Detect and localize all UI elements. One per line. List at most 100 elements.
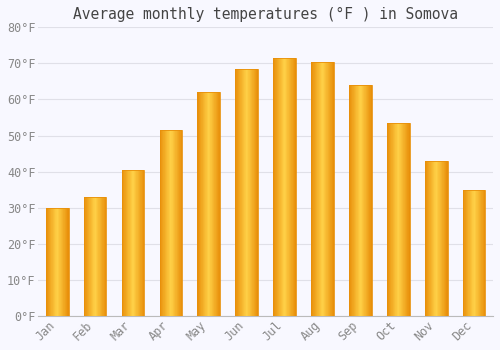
Bar [50, 208, 51, 316]
Bar [172, 130, 173, 316]
Bar [46, 208, 47, 316]
Bar [439, 161, 440, 316]
Bar [287, 58, 288, 316]
Bar [51, 208, 52, 316]
Bar [178, 130, 179, 316]
Bar [88, 197, 89, 316]
Bar [139, 170, 140, 316]
Bar [238, 69, 240, 316]
Bar [482, 190, 483, 316]
Bar [430, 161, 431, 316]
Bar [474, 190, 475, 316]
Bar [128, 170, 129, 316]
Bar [404, 123, 405, 316]
Bar [322, 62, 323, 316]
Bar [244, 69, 245, 316]
Bar [442, 161, 443, 316]
Bar [204, 92, 205, 316]
Bar [397, 123, 398, 316]
Bar [434, 161, 435, 316]
Bar [390, 123, 391, 316]
Bar [211, 92, 212, 316]
Bar [327, 62, 328, 316]
Bar [98, 197, 99, 316]
Bar [255, 69, 256, 316]
Bar [363, 85, 364, 316]
Bar [435, 161, 436, 316]
Bar [62, 208, 63, 316]
Bar [129, 170, 130, 316]
Bar [95, 197, 96, 316]
Bar [409, 123, 410, 316]
Bar [464, 190, 465, 316]
Bar [387, 123, 409, 316]
Bar [387, 123, 388, 316]
Bar [427, 161, 428, 316]
Bar [47, 208, 48, 316]
Bar [477, 190, 478, 316]
Bar [84, 197, 85, 316]
Bar [48, 208, 49, 316]
Bar [360, 85, 361, 316]
Bar [65, 208, 66, 316]
Bar [254, 69, 255, 316]
Bar [179, 130, 180, 316]
Bar [276, 58, 277, 316]
Bar [249, 69, 250, 316]
Bar [91, 197, 92, 316]
Bar [468, 190, 469, 316]
Bar [252, 69, 253, 316]
Bar [101, 197, 102, 316]
Bar [174, 130, 175, 316]
Bar [136, 170, 137, 316]
Bar [181, 130, 182, 316]
Bar [90, 197, 91, 316]
Bar [84, 197, 106, 316]
Bar [476, 190, 477, 316]
Bar [367, 85, 368, 316]
Bar [473, 190, 474, 316]
Bar [163, 130, 164, 316]
Bar [462, 190, 485, 316]
Bar [392, 123, 393, 316]
Bar [320, 62, 321, 316]
Bar [483, 190, 484, 316]
Bar [324, 62, 325, 316]
Bar [408, 123, 409, 316]
Bar [475, 190, 476, 316]
Bar [167, 130, 168, 316]
Bar [465, 190, 466, 316]
Bar [323, 62, 324, 316]
Bar [240, 69, 241, 316]
Bar [201, 92, 202, 316]
Bar [122, 170, 124, 316]
Bar [358, 85, 360, 316]
Bar [481, 190, 482, 316]
Bar [325, 62, 326, 316]
Bar [202, 92, 203, 316]
Bar [59, 208, 60, 316]
Bar [405, 123, 406, 316]
Bar [436, 161, 437, 316]
Bar [407, 123, 408, 316]
Bar [56, 208, 57, 316]
Bar [46, 208, 68, 316]
Bar [395, 123, 396, 316]
Bar [440, 161, 442, 316]
Bar [462, 190, 464, 316]
Bar [245, 69, 246, 316]
Bar [85, 197, 86, 316]
Bar [425, 161, 448, 316]
Bar [132, 170, 133, 316]
Bar [165, 130, 166, 316]
Bar [437, 161, 438, 316]
Bar [273, 58, 274, 316]
Bar [57, 208, 58, 316]
Bar [215, 92, 216, 316]
Bar [86, 197, 87, 316]
Bar [349, 85, 350, 316]
Bar [480, 190, 481, 316]
Bar [285, 58, 286, 316]
Bar [399, 123, 400, 316]
Bar [432, 161, 433, 316]
